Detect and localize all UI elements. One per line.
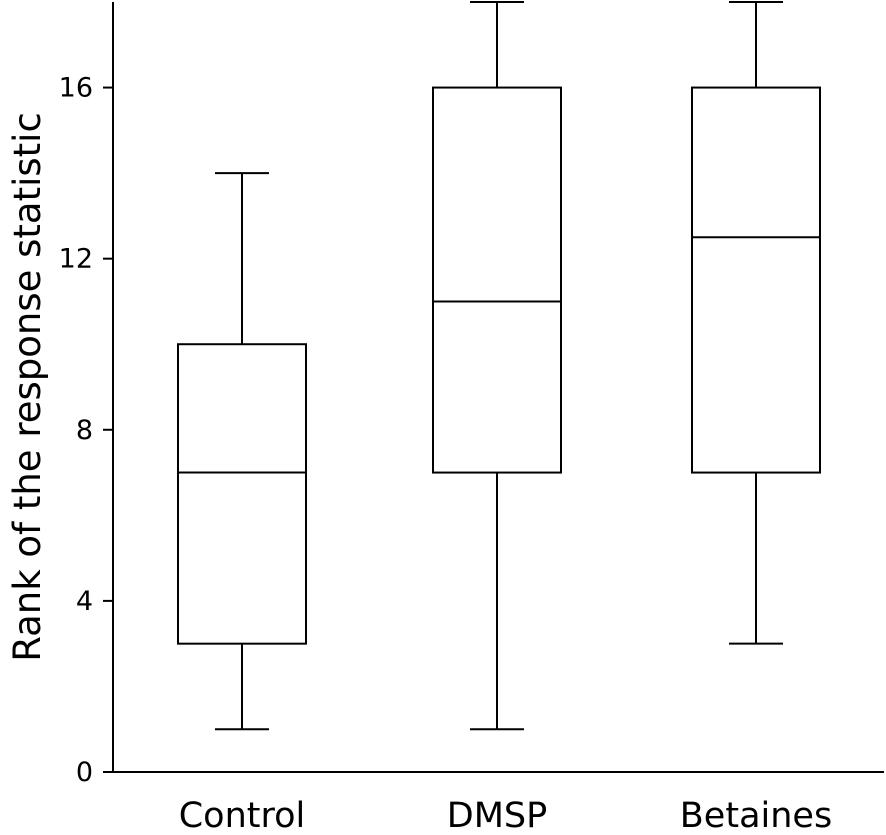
y-axis-title: Rank of the response statistic xyxy=(6,112,49,662)
x-category-label: DMSP xyxy=(447,796,547,835)
box-group-dmsp xyxy=(432,1,562,731)
x-category-label: Betaines xyxy=(680,796,832,835)
iqr-box xyxy=(177,343,307,645)
y-tick-label: 8 xyxy=(76,415,93,446)
y-tick-label: 4 xyxy=(76,586,93,617)
x-category-label: Control xyxy=(179,796,306,835)
y-tick-label: 12 xyxy=(59,244,93,275)
iqr-box xyxy=(691,86,821,474)
y-tick-label: 16 xyxy=(59,73,93,104)
y-tick-label: 0 xyxy=(76,757,93,788)
box-group-control xyxy=(177,172,307,731)
box-group-betaines xyxy=(691,1,821,645)
iqr-box xyxy=(432,86,562,474)
